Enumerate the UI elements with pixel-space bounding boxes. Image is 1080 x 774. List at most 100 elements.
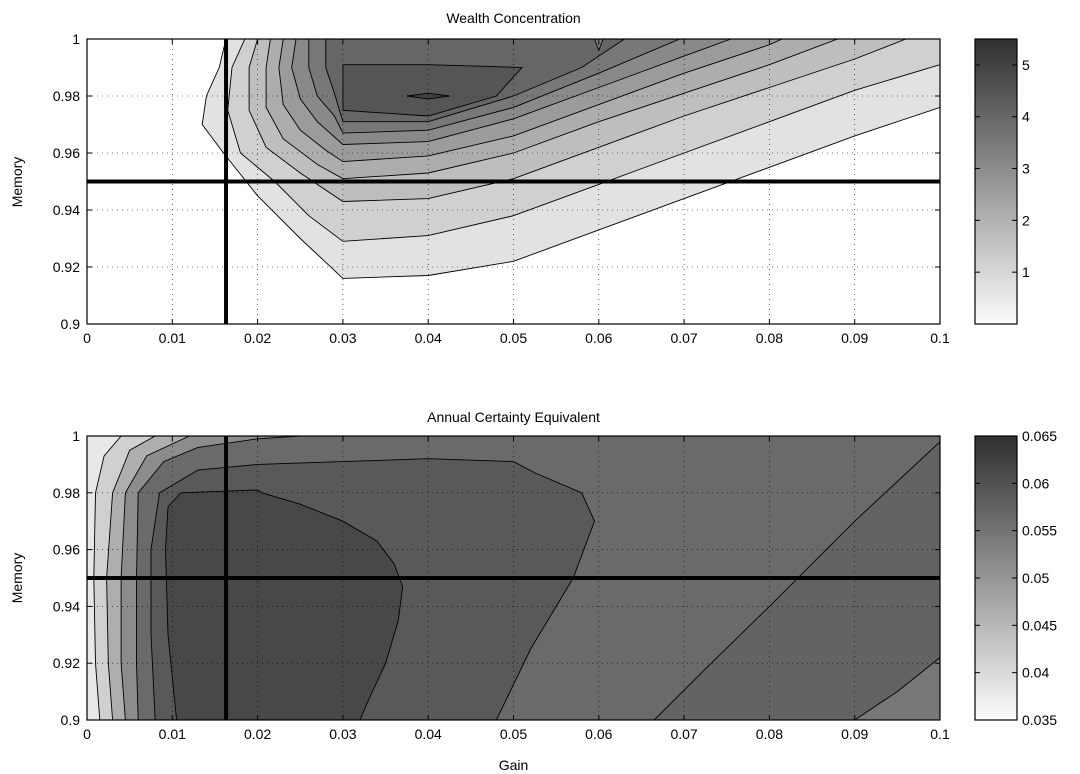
y-tick-label: 0.96 (53, 145, 80, 161)
contour-line (854, 657, 940, 720)
contour-line (227, 39, 940, 242)
colorbar-tick-label: 4 (1022, 109, 1030, 125)
y-tick-label: 0.98 (53, 88, 80, 104)
colorbar-swatch (975, 48, 1017, 54)
colorbar-swatch (975, 483, 1017, 489)
colorbar-swatch (975, 281, 1017, 287)
colorbar-tick-label: 3 (1022, 161, 1030, 177)
colorbar-swatch (975, 195, 1017, 202)
colorbar-swatch (975, 691, 1017, 697)
contour-lines (201, 39, 940, 279)
contour-line (278, 39, 783, 163)
colorbar-swatch (975, 620, 1017, 626)
contour-line (265, 39, 838, 180)
colorbar-tick-label: 1 (1022, 264, 1030, 280)
colorbar-swatch (975, 440, 1017, 447)
contour-line (165, 489, 404, 720)
x-axis-label: Gain (499, 757, 529, 773)
x-tick-label: 0.1 (930, 726, 950, 742)
colorbar-swatch (975, 271, 1017, 278)
colorbar-swatch (975, 257, 1017, 263)
colorbar-swatch (975, 525, 1017, 532)
x-tick-label: 0.03 (329, 726, 356, 742)
colorbar-swatch (975, 224, 1017, 230)
colorbar-swatch (975, 115, 1017, 121)
colorbar-swatch (975, 450, 1017, 456)
colorbar-swatch (975, 606, 1017, 612)
colorbar-swatch (975, 521, 1017, 527)
colorbar-tick-label: 0.045 (1022, 617, 1057, 633)
colorbar-swatch (975, 305, 1017, 311)
colorbar-swatch (975, 72, 1017, 78)
colorbar-swatch (975, 62, 1017, 69)
colorbar-swatch (975, 653, 1017, 660)
y-tick-label: 1 (72, 31, 80, 47)
colorbar-tick-label: 0.06 (1022, 475, 1049, 491)
colorbar-swatch (975, 715, 1017, 721)
x-tick-label: 0.08 (756, 726, 783, 742)
colorbar-swatch (975, 445, 1017, 451)
contour-lines (93, 436, 940, 720)
colorbar-swatch (975, 611, 1017, 617)
colorbar-swatch (975, 540, 1017, 546)
colorbar-swatch (975, 530, 1017, 536)
x-tick-label: 0.05 (500, 726, 527, 742)
colorbar-swatch (975, 516, 1017, 522)
colorbar-swatch (975, 176, 1017, 183)
x-tick-label: 0.04 (415, 330, 442, 346)
colorbar-swatch (975, 634, 1017, 641)
y-tick-label: 0.92 (53, 655, 80, 671)
colorbar-swatch (975, 81, 1017, 88)
colorbar-swatch (975, 314, 1017, 320)
colorbar-swatch (975, 77, 1017, 83)
colorbar-swatch (975, 205, 1017, 211)
contour-region-4.5 (342, 64, 522, 116)
x-tick-label: 0.04 (415, 726, 442, 742)
colorbar-swatch (975, 488, 1017, 494)
colorbar-swatch (975, 478, 1017, 484)
colorbar-swatch (975, 67, 1017, 73)
colorbar-swatch (975, 677, 1017, 683)
x-tick-label: 0.06 (585, 330, 612, 346)
colorbar-swatch (975, 96, 1017, 102)
contour-line (325, 39, 625, 123)
x-tick-label: 0.1 (930, 330, 950, 346)
colorbar-swatch (975, 601, 1017, 607)
y-tick-label: 0.9 (61, 316, 81, 332)
colorbar-swatch (975, 459, 1017, 465)
colorbar-swatch (975, 309, 1017, 316)
colorbar-swatch (975, 497, 1017, 503)
contour-line (248, 39, 907, 202)
x-tick-label: 0.02 (244, 330, 271, 346)
colorbar-swatch (975, 86, 1017, 92)
colorbar-swatch (975, 672, 1017, 678)
colorbar-swatch (975, 592, 1017, 598)
colorbar-swatch (975, 110, 1017, 116)
colorbar-swatch (975, 210, 1017, 216)
colorbar-swatch (975, 511, 1017, 518)
colorbar-swatch (975, 162, 1017, 168)
colorbar-swatch (975, 200, 1017, 206)
contour-line (120, 436, 190, 720)
colorbar-swatch (975, 554, 1017, 560)
colorbar-swatch (975, 119, 1017, 126)
colorbar-swatch (975, 544, 1017, 551)
colorbar-swatch (975, 559, 1017, 565)
colorbar-swatch (975, 124, 1017, 130)
colorbar-swatch (975, 573, 1017, 579)
y-tick-label: 0.9 (61, 712, 81, 728)
colorbar-swatch (975, 167, 1017, 173)
colorbar-swatch (975, 238, 1017, 244)
contour-line (653, 441, 940, 720)
contour-region-secondary (854, 657, 940, 720)
colorbar-frame (974, 38, 1018, 325)
colorbar-swatch (975, 578, 1017, 584)
colorbar-swatch (975, 473, 1017, 480)
x-tick-label: 0 (83, 330, 91, 346)
x-tick-label: 0.06 (585, 726, 612, 742)
y-tick-label: 1 (72, 428, 80, 444)
x-tick-label: 0.01 (159, 726, 186, 742)
contour-line (291, 39, 732, 145)
colorbar-swatch (975, 252, 1017, 259)
